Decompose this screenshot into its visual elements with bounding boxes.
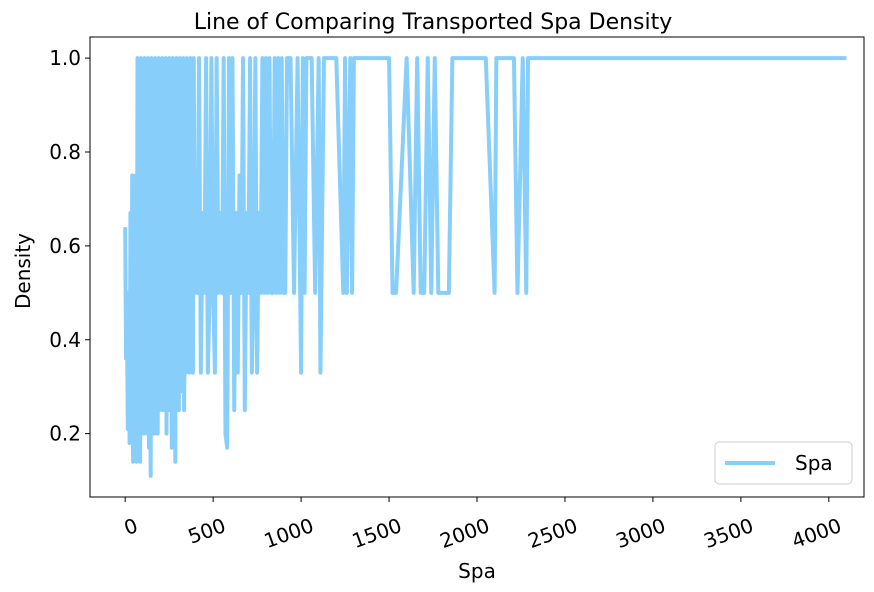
y-tick-label: 1.0	[49, 46, 81, 70]
x-tick-label: 500	[185, 513, 229, 549]
y-axis-label: Density	[11, 233, 35, 309]
y-tick-label: 0.2	[49, 422, 81, 446]
series-layer	[123, 56, 847, 478]
x-tick-label: 2000	[437, 513, 493, 553]
y-tick-label: 0.8	[49, 140, 81, 164]
chart-title: Line of Comparing Transported Spa Densit…	[194, 10, 673, 35]
legend: Spa	[714, 441, 853, 485]
series-line-spa	[123, 56, 847, 478]
x-axis: 0 500 1000 1500 2000 2500 3000 3500 4000	[121, 497, 845, 553]
x-tick-label: 1500	[349, 513, 405, 553]
legend-label-spa: Spa	[795, 451, 833, 475]
x-tick-label: 0	[121, 513, 141, 540]
x-tick-label: 3500	[701, 513, 757, 553]
legend-box	[714, 441, 853, 485]
y-tick-label: 0.4	[49, 328, 81, 352]
x-tick-label: 3000	[613, 513, 669, 553]
y-tick-label: 0.6	[49, 234, 81, 258]
x-tick-label: 1000	[261, 513, 317, 553]
x-axis-label: Spa	[458, 559, 496, 583]
x-tick-label: 4000	[788, 513, 844, 553]
y-axis: 0.2 0.4 0.6 0.8 1.0	[49, 46, 90, 446]
x-tick-label: 2500	[525, 513, 581, 553]
